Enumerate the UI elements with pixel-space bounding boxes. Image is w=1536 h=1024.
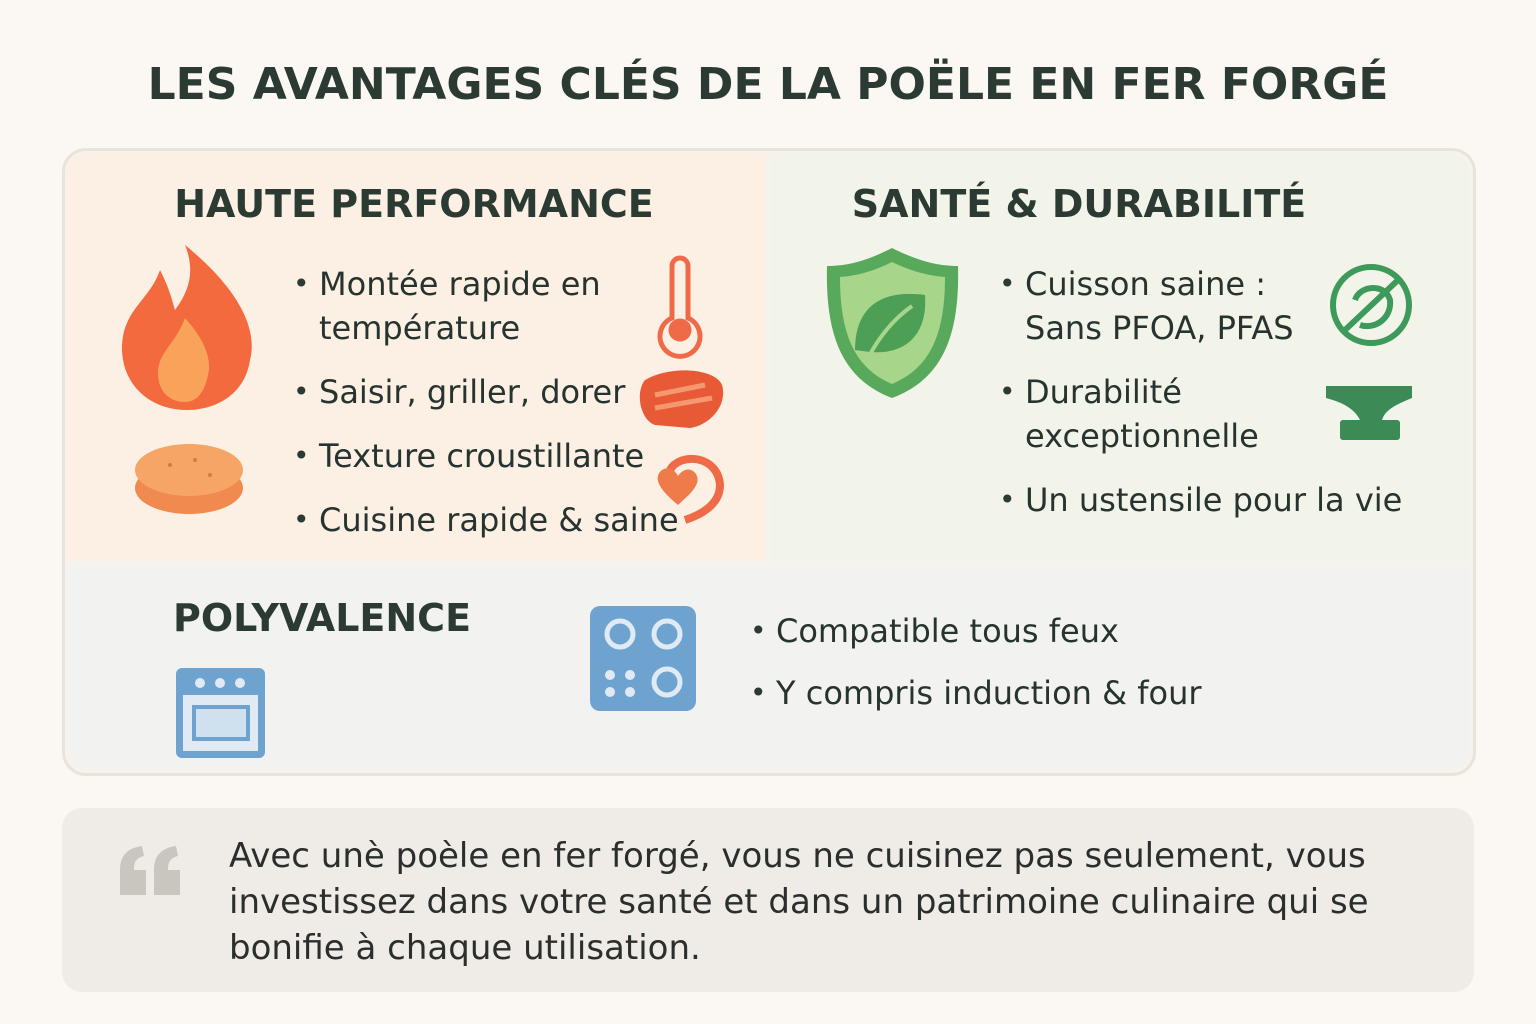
item-text: Cuisine rapide & saine [319,501,679,539]
quote-line: bonifie à chaque utilisation. [229,928,701,968]
thermometer-icon [657,255,703,359]
cooktop-icon [590,606,696,711]
quote-line: Avec unè poèle en fer forgé, vous ne cui… [229,836,1366,876]
quote-line: investissez dans votre santé et dans un … [229,882,1369,922]
item-text: Texture croustillante [319,437,645,475]
section-title: SANTÉ & DURABILITÉ [851,182,1307,226]
bullet: • [999,375,1016,408]
versatility-panel [67,566,1469,769]
item-text: température [319,309,521,347]
shield-icon [826,248,959,398]
heart-icon [657,454,725,524]
bullet: • [999,267,1016,300]
item-text: Montée rapide en [319,265,601,303]
quote-mark [120,846,180,895]
item-text: Un ustensile pour la vie [1025,481,1403,519]
item-text: Y compris induction & four [776,674,1202,712]
item-text: Saisir, griller, dorer [319,373,626,411]
bullet: • [293,267,310,300]
bullet: • [750,676,767,709]
section-title: HAUTE PERFORMANCE [174,182,654,226]
anvil-icon [1326,386,1412,440]
bullet: • [293,375,310,408]
quote-card [62,808,1474,992]
steak-icon [639,370,724,428]
fire-icon [122,245,252,410]
bullet: • [999,483,1016,516]
oven-icon [176,668,265,758]
item-text: Durabilité [1025,373,1182,411]
section-title: POLYVALENCE [173,596,472,640]
bullet: • [293,503,310,536]
biscuit-icon [135,444,243,514]
item-text: Sans PFOA, PFAS [1025,309,1294,347]
item-text: exceptionnelle [1025,417,1259,455]
item-text: Cuisson saine : [1025,265,1266,303]
bullet: • [750,614,767,647]
no-pfas-icon [1330,264,1412,346]
bullet: • [293,439,310,472]
item-text: Compatible tous feux [776,612,1119,650]
page-title: LES AVANTAGES CLÉS DE LA POËLE EN FER FO… [147,59,1389,110]
